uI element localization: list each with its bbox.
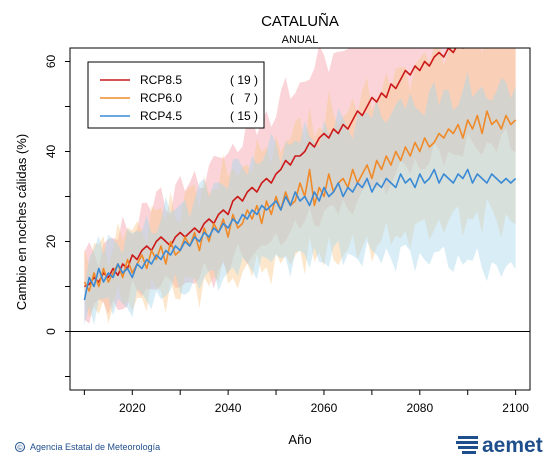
legend: RCP8.5 ( 19 ) RCP6.0 ( 7 ) RCP4.5 ( 15 ) (87, 61, 265, 129)
footer-credit: © Agencia Estatal de Meteorología (15, 442, 160, 452)
aemet-logo: aemet (456, 434, 543, 457)
legend-count: ( 19 ) (230, 73, 258, 87)
credit-text: Agencia Estatal de Meteorología (30, 442, 160, 452)
legend-count: ( 15 ) (230, 109, 258, 123)
legend-label: RCP4.5 (140, 109, 182, 123)
y-tick-label: 60 (44, 55, 58, 69)
legend-label: RCP8.5 (140, 73, 182, 87)
legend-box (87, 61, 265, 129)
band-rcp45 (84, 71, 516, 326)
series-lines (83, 48, 517, 301)
aemet-logo-text: aemet (482, 434, 543, 457)
chart-title: CATALUÑA (261, 13, 339, 30)
x-tick-label: 2100 (502, 401, 529, 415)
y-axis-title: Cambio en noches cálidas (%) (14, 134, 29, 310)
x-axis: 2020 2040 2060 2080 2100 (83, 390, 529, 415)
copyright-symbol: © (17, 444, 23, 452)
x-tick-label: 2060 (311, 401, 338, 415)
plot-frame (69, 47, 531, 391)
line-rcp60 (83, 110, 517, 292)
line-rcp85 (84, 48, 464, 288)
y-tick-label: 0 (44, 328, 58, 335)
aemet-logo-icon (456, 436, 478, 454)
x-axis-title: Año (288, 432, 311, 447)
y-tick-label: 20 (44, 235, 58, 249)
y-tick-label: 40 (44, 145, 58, 159)
copyright-icon (15, 442, 25, 452)
line-rcp45 (83, 168, 517, 301)
x-tick-label: 2040 (215, 401, 242, 415)
chart-subtitle: ANUAL (282, 34, 319, 46)
legend-label: RCP6.0 (140, 91, 182, 105)
y-axis: 0 20 40 60 (44, 55, 70, 377)
uncertainty-bands (84, 48, 516, 326)
legend-count: ( 7 ) (230, 91, 258, 105)
x-tick-label: 2020 (119, 401, 146, 415)
x-tick-label: 2080 (406, 401, 433, 415)
